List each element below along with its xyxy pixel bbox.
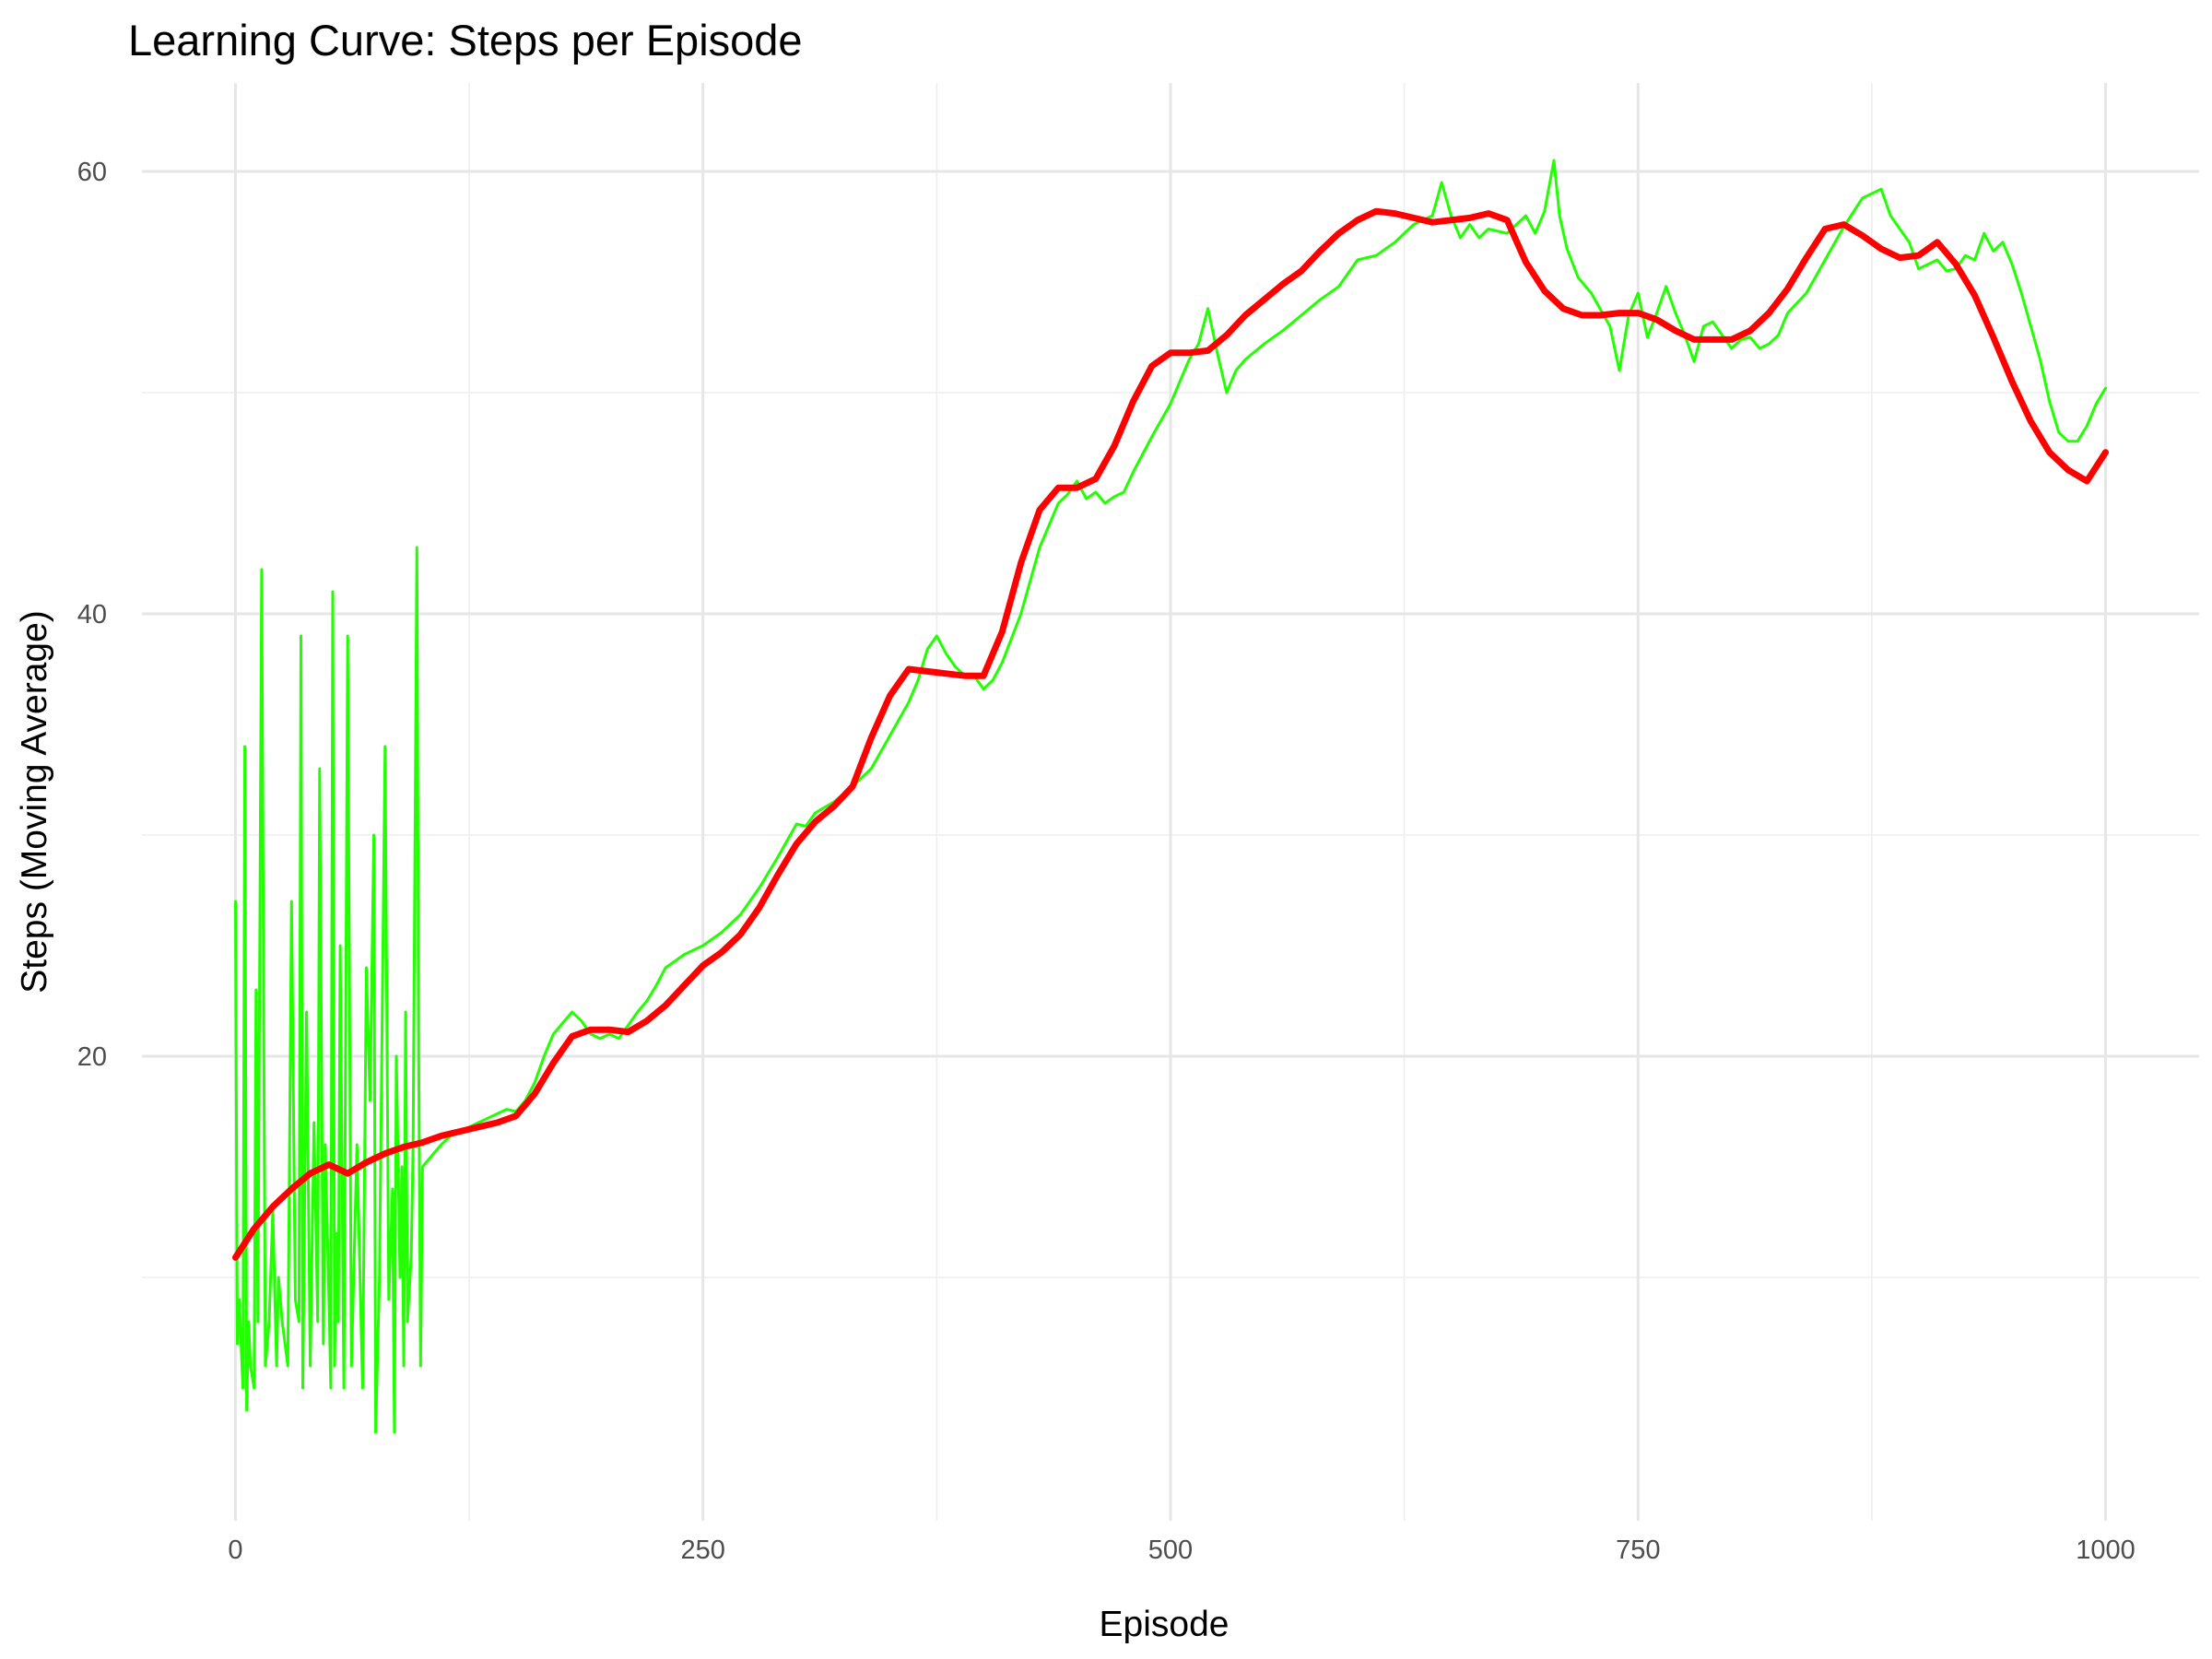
x-tick-label: 1000 [2076,1535,2136,1565]
grid-layer [142,83,2199,1521]
series-layer [232,159,2109,1434]
x-axis-title: Episode [1100,1605,1230,1644]
y-tick-label: 40 [77,600,107,629]
smoothed-series-line [232,207,2109,1261]
tick-layer: 0 250 500 750 1000 20 40 60 [77,158,2136,1565]
raw-series-line [234,159,2107,1434]
y-tick-label: 60 [77,158,107,187]
x-tick-label: 0 [228,1535,242,1565]
x-tick-label: 500 [1148,1535,1193,1565]
x-tick-label: 250 [681,1535,725,1565]
chart-title: Learning Curve: Steps per Episode [128,16,803,65]
y-tick-label: 20 [77,1042,107,1072]
x-tick-label: 750 [1616,1535,1660,1565]
y-axis-title: Steps (Moving Average) [15,610,54,994]
